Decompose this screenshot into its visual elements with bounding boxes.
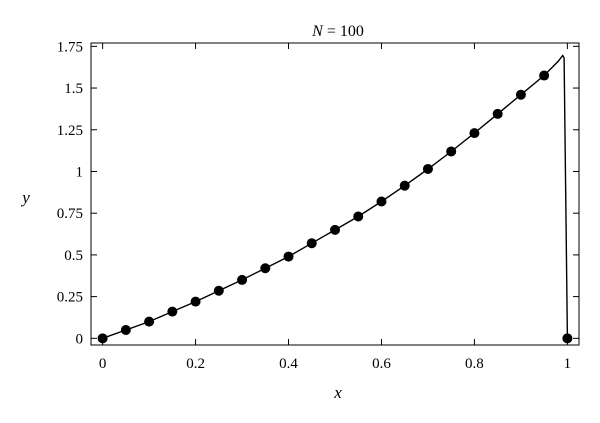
data-point: [446, 146, 457, 157]
x-tick-label: 0: [99, 356, 107, 372]
x-tick-label: 1: [564, 356, 572, 372]
tick-labels: 0 0.2 0.4 0.6 0.8 1 0 0.25 0.5 0.75 1 1.25 1.5 1.75: [57, 39, 571, 372]
y-tick-label: 0.5: [64, 248, 83, 264]
y-tick-label: 0: [76, 331, 84, 347]
data-point: [353, 211, 364, 222]
x-axis-label: x: [333, 383, 342, 402]
y-tick-label: 1.5: [64, 81, 83, 97]
plot-frame: [90, 42, 580, 346]
y-tick-label: 0.25: [57, 290, 83, 306]
x-tick-label: 0.6: [372, 356, 391, 372]
data-point: [190, 296, 201, 307]
data-point: [237, 274, 248, 285]
data-point: [330, 224, 340, 235]
data-point: [469, 128, 480, 139]
y-tick-label: 1.75: [57, 39, 83, 55]
data-point: [144, 316, 155, 327]
data-point: [97, 333, 108, 344]
data-point: [283, 251, 294, 262]
data-point: [492, 108, 503, 119]
data-point: [306, 238, 317, 249]
data-point: [562, 333, 573, 344]
y-axis-label: y: [20, 188, 30, 207]
data-point: [213, 285, 224, 296]
series-line: [102, 54, 569, 339]
y-tick-label: 1: [76, 164, 84, 180]
data-point: [515, 89, 526, 100]
axis-ticks: [91, 43, 579, 345]
y-tick-label: 1.25: [57, 123, 83, 139]
series-points: [97, 70, 573, 344]
x-tick-label: 0.2: [186, 356, 205, 372]
data-point: [376, 196, 387, 207]
data-point: [422, 163, 433, 174]
data-point: [120, 324, 131, 335]
data-point: [399, 180, 410, 191]
data-point: [167, 306, 178, 317]
data-point: [539, 70, 550, 81]
data-point: [260, 263, 271, 274]
x-tick-label: 0.8: [465, 356, 484, 372]
x-tick-label: 0.4: [279, 356, 298, 372]
y-tick-label: 0.75: [57, 206, 83, 222]
chart-title: N = 100: [311, 23, 364, 40]
